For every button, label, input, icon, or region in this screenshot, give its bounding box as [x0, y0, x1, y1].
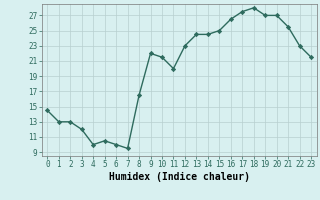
X-axis label: Humidex (Indice chaleur): Humidex (Indice chaleur)	[109, 172, 250, 182]
